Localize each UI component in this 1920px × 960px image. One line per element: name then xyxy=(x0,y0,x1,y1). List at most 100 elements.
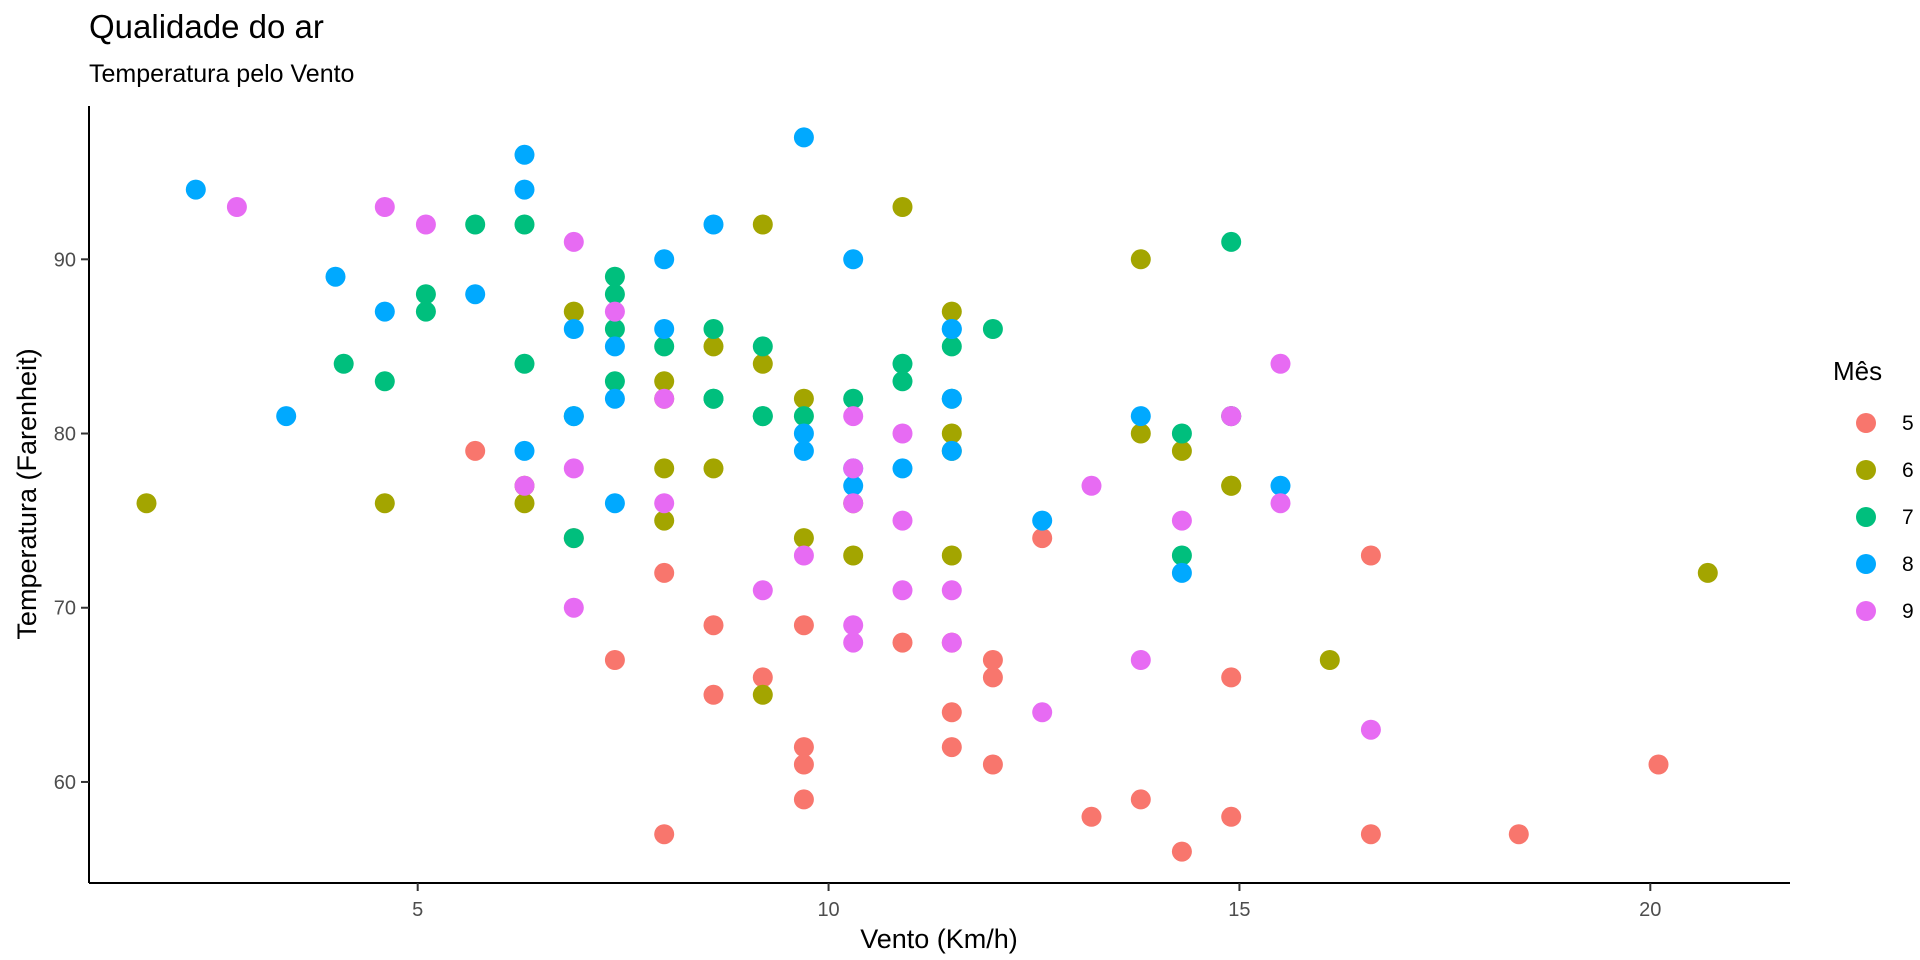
point-month-6-0 xyxy=(703,458,724,479)
point-month-7-21 xyxy=(793,406,814,427)
point-month-8-1 xyxy=(1130,406,1151,427)
point-month-9-25 xyxy=(563,597,584,618)
legend: Mês 5 6 7 8 9 xyxy=(1833,356,1914,623)
point-month-9-21 xyxy=(752,580,773,601)
point-month-9-23 xyxy=(843,615,864,636)
point-month-9-7 xyxy=(843,458,864,479)
point-month-7-25 xyxy=(703,388,724,409)
legend-label-6: 6 xyxy=(1902,459,1914,482)
point-month-6-8 xyxy=(1130,249,1151,270)
point-month-7-17 xyxy=(514,353,535,374)
point-month-9-28 xyxy=(654,493,675,514)
point-month-8-26 xyxy=(465,284,486,305)
point-month-7-6 xyxy=(415,284,436,305)
point-month-5-25 xyxy=(1221,806,1242,827)
point-month-7-20 xyxy=(563,528,584,549)
point-month-5-12 xyxy=(752,667,773,688)
point-month-5-22 xyxy=(793,754,814,775)
point-month-8-3 xyxy=(563,319,584,339)
point-month-9-26 xyxy=(1081,475,1102,496)
point-month-7-19 xyxy=(941,336,962,357)
points-layer xyxy=(136,127,1718,862)
point-month-5-0 xyxy=(604,650,625,670)
point-month-6-11 xyxy=(752,214,773,235)
point-month-7-0 xyxy=(333,353,354,374)
point-month-8-7 xyxy=(843,249,864,270)
point-month-5-2 xyxy=(1032,528,1053,549)
point-month-8-25 xyxy=(654,319,675,339)
point-month-5-19 xyxy=(793,737,814,758)
point-month-8-24 xyxy=(276,406,297,427)
point-month-8-30 xyxy=(514,179,535,200)
point-month-6-7 xyxy=(563,301,584,322)
point-month-5-13 xyxy=(892,632,913,653)
point-month-5-29 xyxy=(465,440,486,461)
point-month-8-17 xyxy=(604,493,625,514)
point-month-6-22 xyxy=(374,493,395,514)
legend-title: Mês xyxy=(1833,356,1882,386)
point-month-8-20 xyxy=(1270,475,1291,496)
point-month-5-3 xyxy=(941,737,962,758)
point-month-8-29 xyxy=(514,144,535,165)
point-month-9-6 xyxy=(892,423,913,444)
point-month-5-27 xyxy=(982,650,1003,670)
y-tick-label-90: 90 xyxy=(54,249,76,271)
point-month-7-3 xyxy=(892,353,913,374)
point-month-6-4 xyxy=(703,336,724,357)
legend-items: 5 6 7 8 9 xyxy=(1856,412,1914,623)
point-month-9-14 xyxy=(941,580,962,601)
point-month-7-13 xyxy=(1221,231,1242,252)
point-month-6-17 xyxy=(752,684,773,705)
legend-swatch-6 xyxy=(1856,460,1876,480)
x-tick-label-15: 15 xyxy=(1228,899,1250,921)
point-month-5-15 xyxy=(941,702,962,723)
legend-swatch-9 xyxy=(1856,601,1876,621)
x-tick-label-5: 5 xyxy=(412,899,423,921)
point-month-8-9 xyxy=(703,214,724,235)
point-month-5-9 xyxy=(703,615,724,636)
point-month-8-0 xyxy=(563,406,584,427)
point-month-8-6 xyxy=(325,266,346,287)
point-month-7-5 xyxy=(892,371,913,392)
x-tick-label-10: 10 xyxy=(817,899,839,921)
point-month-7-1 xyxy=(752,336,773,357)
point-month-7-14 xyxy=(1171,423,1192,444)
point-month-8-21 xyxy=(1171,562,1192,583)
point-month-7-30 xyxy=(752,406,773,427)
point-month-6-27 xyxy=(941,423,962,444)
point-month-9-19 xyxy=(654,388,675,409)
point-month-7-8 xyxy=(465,214,486,235)
point-month-6-23 xyxy=(514,493,535,514)
legend-label-7: 7 xyxy=(1902,506,1914,529)
point-month-7-23 xyxy=(703,319,724,339)
point-month-9-11 xyxy=(1270,493,1291,514)
point-month-6-2 xyxy=(1319,650,1340,670)
point-month-9-18 xyxy=(843,632,864,653)
legend-swatch-5 xyxy=(1856,413,1876,433)
point-month-5-7 xyxy=(1130,789,1151,810)
legend-label-9: 9 xyxy=(1902,600,1914,623)
legend-swatch-7 xyxy=(1856,507,1876,527)
point-month-7-29 xyxy=(604,371,625,392)
point-month-5-8 xyxy=(1648,754,1669,775)
point-month-7-7 xyxy=(514,214,535,235)
chart-subtitle: Temperatura pelo Vento xyxy=(89,60,354,88)
point-month-9-2 xyxy=(226,197,247,217)
point-month-6-6 xyxy=(793,388,814,409)
point-month-7-27 xyxy=(604,284,625,305)
point-month-5-21 xyxy=(1360,545,1381,566)
point-month-9-17 xyxy=(843,493,864,514)
point-month-8-12 xyxy=(941,388,962,409)
legend-label-8: 8 xyxy=(1902,553,1914,576)
point-month-9-1 xyxy=(415,214,436,235)
point-month-5-16 xyxy=(982,667,1003,688)
point-month-9-24 xyxy=(1360,719,1381,740)
point-month-7-4 xyxy=(374,371,395,392)
point-month-7-18 xyxy=(415,301,436,322)
point-month-9-29 xyxy=(941,632,962,653)
point-month-7-16 xyxy=(843,388,864,409)
point-month-8-23 xyxy=(793,440,814,461)
point-month-6-29 xyxy=(654,371,675,392)
point-month-5-24 xyxy=(1360,824,1381,845)
